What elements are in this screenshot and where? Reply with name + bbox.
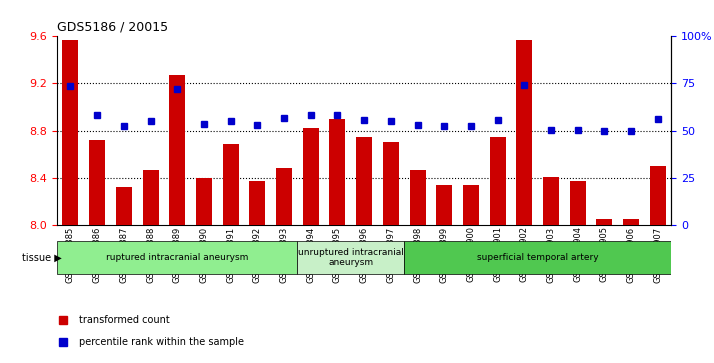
Bar bbox=[143, 170, 159, 225]
Bar bbox=[543, 177, 559, 225]
Bar bbox=[89, 140, 105, 225]
FancyBboxPatch shape bbox=[298, 241, 404, 274]
Text: percentile rank within the sample: percentile rank within the sample bbox=[79, 337, 243, 347]
Bar bbox=[116, 187, 132, 225]
Bar bbox=[623, 219, 639, 225]
Bar bbox=[196, 178, 212, 225]
Bar bbox=[223, 144, 238, 225]
Bar bbox=[276, 168, 292, 225]
FancyBboxPatch shape bbox=[404, 241, 671, 274]
Bar bbox=[516, 40, 533, 225]
Bar bbox=[410, 170, 426, 225]
Text: GDS5186 / 20015: GDS5186 / 20015 bbox=[57, 21, 169, 34]
Bar bbox=[570, 182, 585, 225]
Bar bbox=[169, 75, 185, 225]
Text: unruptured intracranial
aneurysm: unruptured intracranial aneurysm bbox=[298, 248, 403, 268]
Bar bbox=[356, 136, 372, 225]
Text: tissue ▶: tissue ▶ bbox=[22, 253, 62, 263]
Bar bbox=[650, 166, 666, 225]
Text: superficial temporal artery: superficial temporal artery bbox=[477, 253, 598, 262]
Bar bbox=[596, 219, 613, 225]
Bar bbox=[436, 185, 452, 225]
Bar bbox=[463, 185, 479, 225]
Bar bbox=[62, 40, 79, 225]
Text: transformed count: transformed count bbox=[79, 315, 169, 325]
Bar bbox=[329, 119, 346, 225]
Text: ruptured intracranial aneurysm: ruptured intracranial aneurysm bbox=[106, 253, 248, 262]
Bar bbox=[383, 143, 399, 225]
FancyBboxPatch shape bbox=[57, 241, 298, 274]
Bar bbox=[249, 182, 266, 225]
Bar bbox=[490, 136, 506, 225]
Bar bbox=[303, 129, 318, 225]
